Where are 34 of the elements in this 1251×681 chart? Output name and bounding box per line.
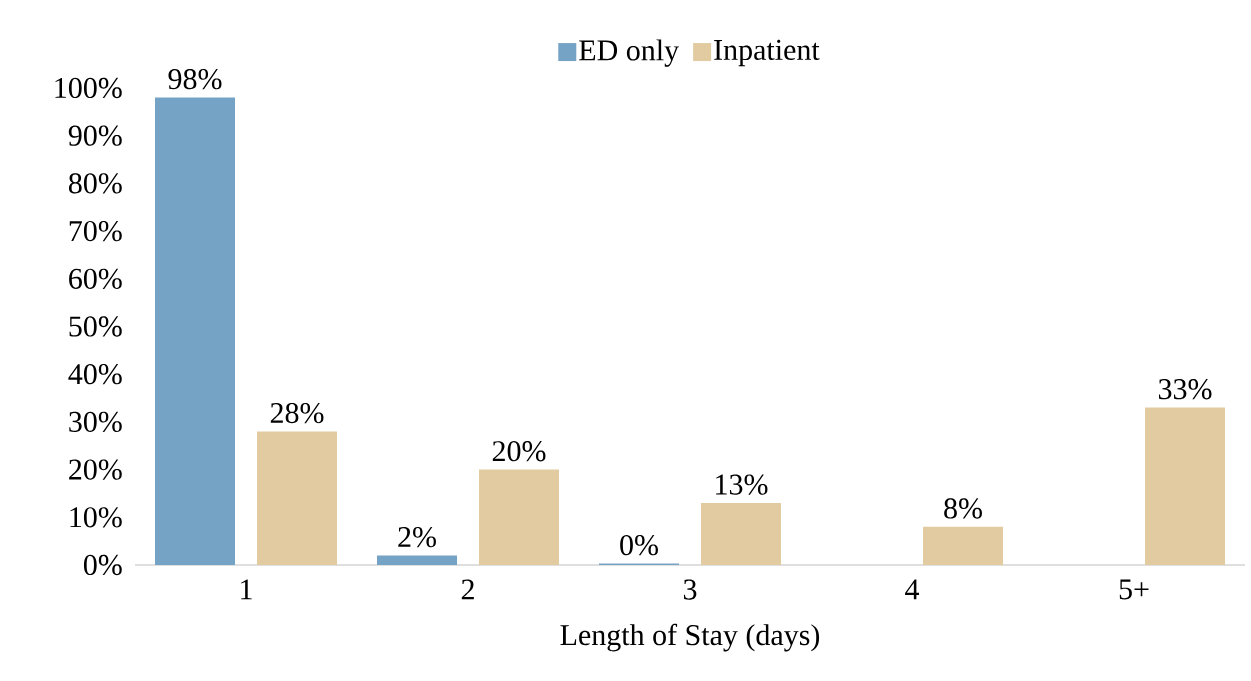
data-label: 28% [270, 402, 324, 424]
bar [257, 431, 338, 565]
x-tick-label: 2 [461, 579, 474, 600]
bar [479, 469, 559, 565]
y-tick-label: 90% [68, 125, 122, 146]
y-tick-label: 60% [69, 268, 122, 289]
x-tick-label: 3 [683, 579, 697, 600]
bar [377, 555, 457, 565]
data-label: 0% [620, 535, 658, 556]
bar [923, 526, 1004, 565]
y-tick-label: 70% [69, 220, 122, 242]
y-tick-label: 20% [69, 459, 122, 480]
y-tick-label: 50% [69, 316, 122, 337]
x-tick-label: 4 [905, 579, 920, 600]
data-label: 2% [398, 526, 436, 548]
y-tick-label: 30% [69, 411, 122, 433]
data-label: 20% [492, 441, 546, 462]
y-tick-label: 100% [55, 77, 122, 99]
y-tick-label: 0% [83, 554, 122, 576]
legend-label: ED only [579, 39, 679, 67]
y-tick-label: 40% [68, 364, 122, 385]
x-tick-label: 5+ [1119, 579, 1149, 600]
data-label: 13% [716, 474, 768, 495]
x-axis-title: Length of Stay (days) [560, 623, 820, 652]
bar [701, 502, 782, 565]
bar [155, 97, 235, 565]
bar [1145, 407, 1226, 565]
y-tick-label: 80% [68, 173, 122, 194]
data-label: 8% [944, 498, 982, 519]
x-tick-label: 1 [241, 579, 252, 600]
data-label: 33% [1158, 379, 1212, 400]
legend-label: Inpatient [714, 39, 820, 67]
y-tick-label: 10% [70, 507, 122, 528]
data-label: 98% [168, 68, 222, 90]
